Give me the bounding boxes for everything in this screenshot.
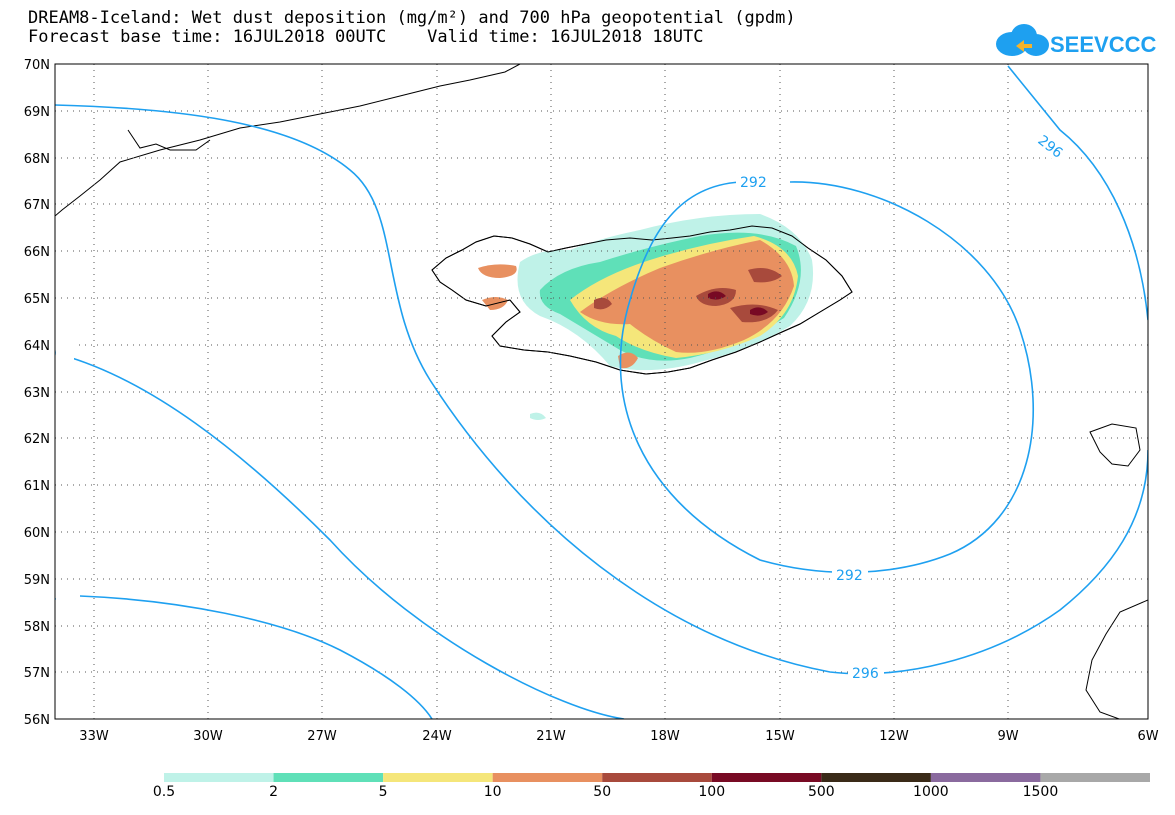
latitude-axis: 70N 69N 68N 67N 66N 65N 64N 63N 62N 61N … — [24, 58, 50, 728]
lat-label: 59N — [24, 573, 50, 588]
contour-label-304: 304 — [30, 590, 57, 606]
lat-label: 70N — [24, 58, 50, 73]
scotland-coast — [1085, 599, 1148, 719]
seevccc-logo: SEEVCCC — [996, 24, 1156, 57]
lon-label: 6W — [1137, 729, 1158, 744]
contour-label-292-bottom: 292 — [836, 568, 863, 584]
legend-swatch — [930, 773, 1041, 782]
lat-label: 66N — [24, 245, 50, 260]
contour-300 — [61, 354, 625, 719]
lon-label: 12W — [879, 729, 909, 744]
legend-swatch — [821, 773, 931, 782]
logo-text: SEEVCCC — [1050, 32, 1156, 57]
legend-label: 10 — [483, 784, 502, 800]
longitude-axis: 33W 30W 27W 24W 21W 18W 15W 12W 9W 6W — [79, 729, 1158, 744]
chart-title-line2: Forecast base time: 16JUL2018 00UTC Vali… — [28, 27, 704, 47]
lat-label: 61N — [24, 479, 50, 494]
legend-swatch — [1040, 773, 1150, 782]
contour-label-296-bottom: 296 — [852, 666, 879, 682]
contour-296 — [55, 65, 1148, 675]
legend-swatch — [602, 773, 712, 782]
legend-colorbar — [164, 773, 1150, 782]
lon-label: 27W — [307, 729, 337, 744]
lat-label: 63N — [24, 386, 50, 401]
legend-label: 50 — [593, 784, 612, 800]
lat-label: 69N — [24, 105, 50, 120]
legend-label: 5 — [378, 784, 388, 800]
graticule — [55, 64, 1148, 719]
cloud-icon — [996, 24, 1049, 56]
legend-label: 2 — [269, 784, 279, 800]
lat-label: 64N — [24, 339, 50, 354]
lon-label: 18W — [650, 729, 680, 744]
legend-swatch — [383, 773, 493, 782]
lon-label: 15W — [765, 729, 795, 744]
lat-label: 60N — [24, 526, 50, 541]
chart-title-line1: DREAM8-Iceland: Wet dust deposition (mg/… — [28, 8, 796, 28]
lat-label: 65N — [24, 292, 50, 307]
contour-label-300: 300 — [30, 346, 57, 362]
legend-label: 100 — [698, 784, 726, 800]
greenland-fjord — [127, 129, 211, 151]
lat-label: 67N — [24, 198, 50, 213]
contour-label-292-top: 292 — [740, 175, 767, 191]
lat-label: 62N — [24, 432, 50, 447]
lon-label: 33W — [79, 729, 109, 744]
lat-label: 57N — [24, 666, 50, 681]
lon-label: 21W — [536, 729, 566, 744]
lat-label: 58N — [24, 620, 50, 635]
legend-swatch — [273, 773, 384, 782]
lon-label: 30W — [193, 729, 223, 744]
lat-label: 56N — [24, 713, 50, 728]
lon-label: 9W — [997, 729, 1018, 744]
legend-label: 1000 — [913, 784, 949, 800]
legend-label: 1500 — [1022, 784, 1059, 800]
legend-label: 500 — [807, 784, 835, 800]
lat-label: 68N — [24, 152, 50, 167]
greenland-coast — [55, 64, 521, 217]
legend-swatch — [711, 773, 822, 782]
faroe-islands — [1089, 423, 1141, 467]
contour-304 — [79, 595, 433, 719]
iceland-outline — [431, 225, 853, 375]
legend-swatch — [492, 773, 603, 782]
legend-label: 0.5 — [152, 784, 176, 800]
dust-deposition-shading — [478, 214, 814, 420]
legend-swatch — [164, 773, 274, 782]
lon-label: 24W — [422, 729, 452, 744]
contour-292 — [619, 181, 1035, 574]
